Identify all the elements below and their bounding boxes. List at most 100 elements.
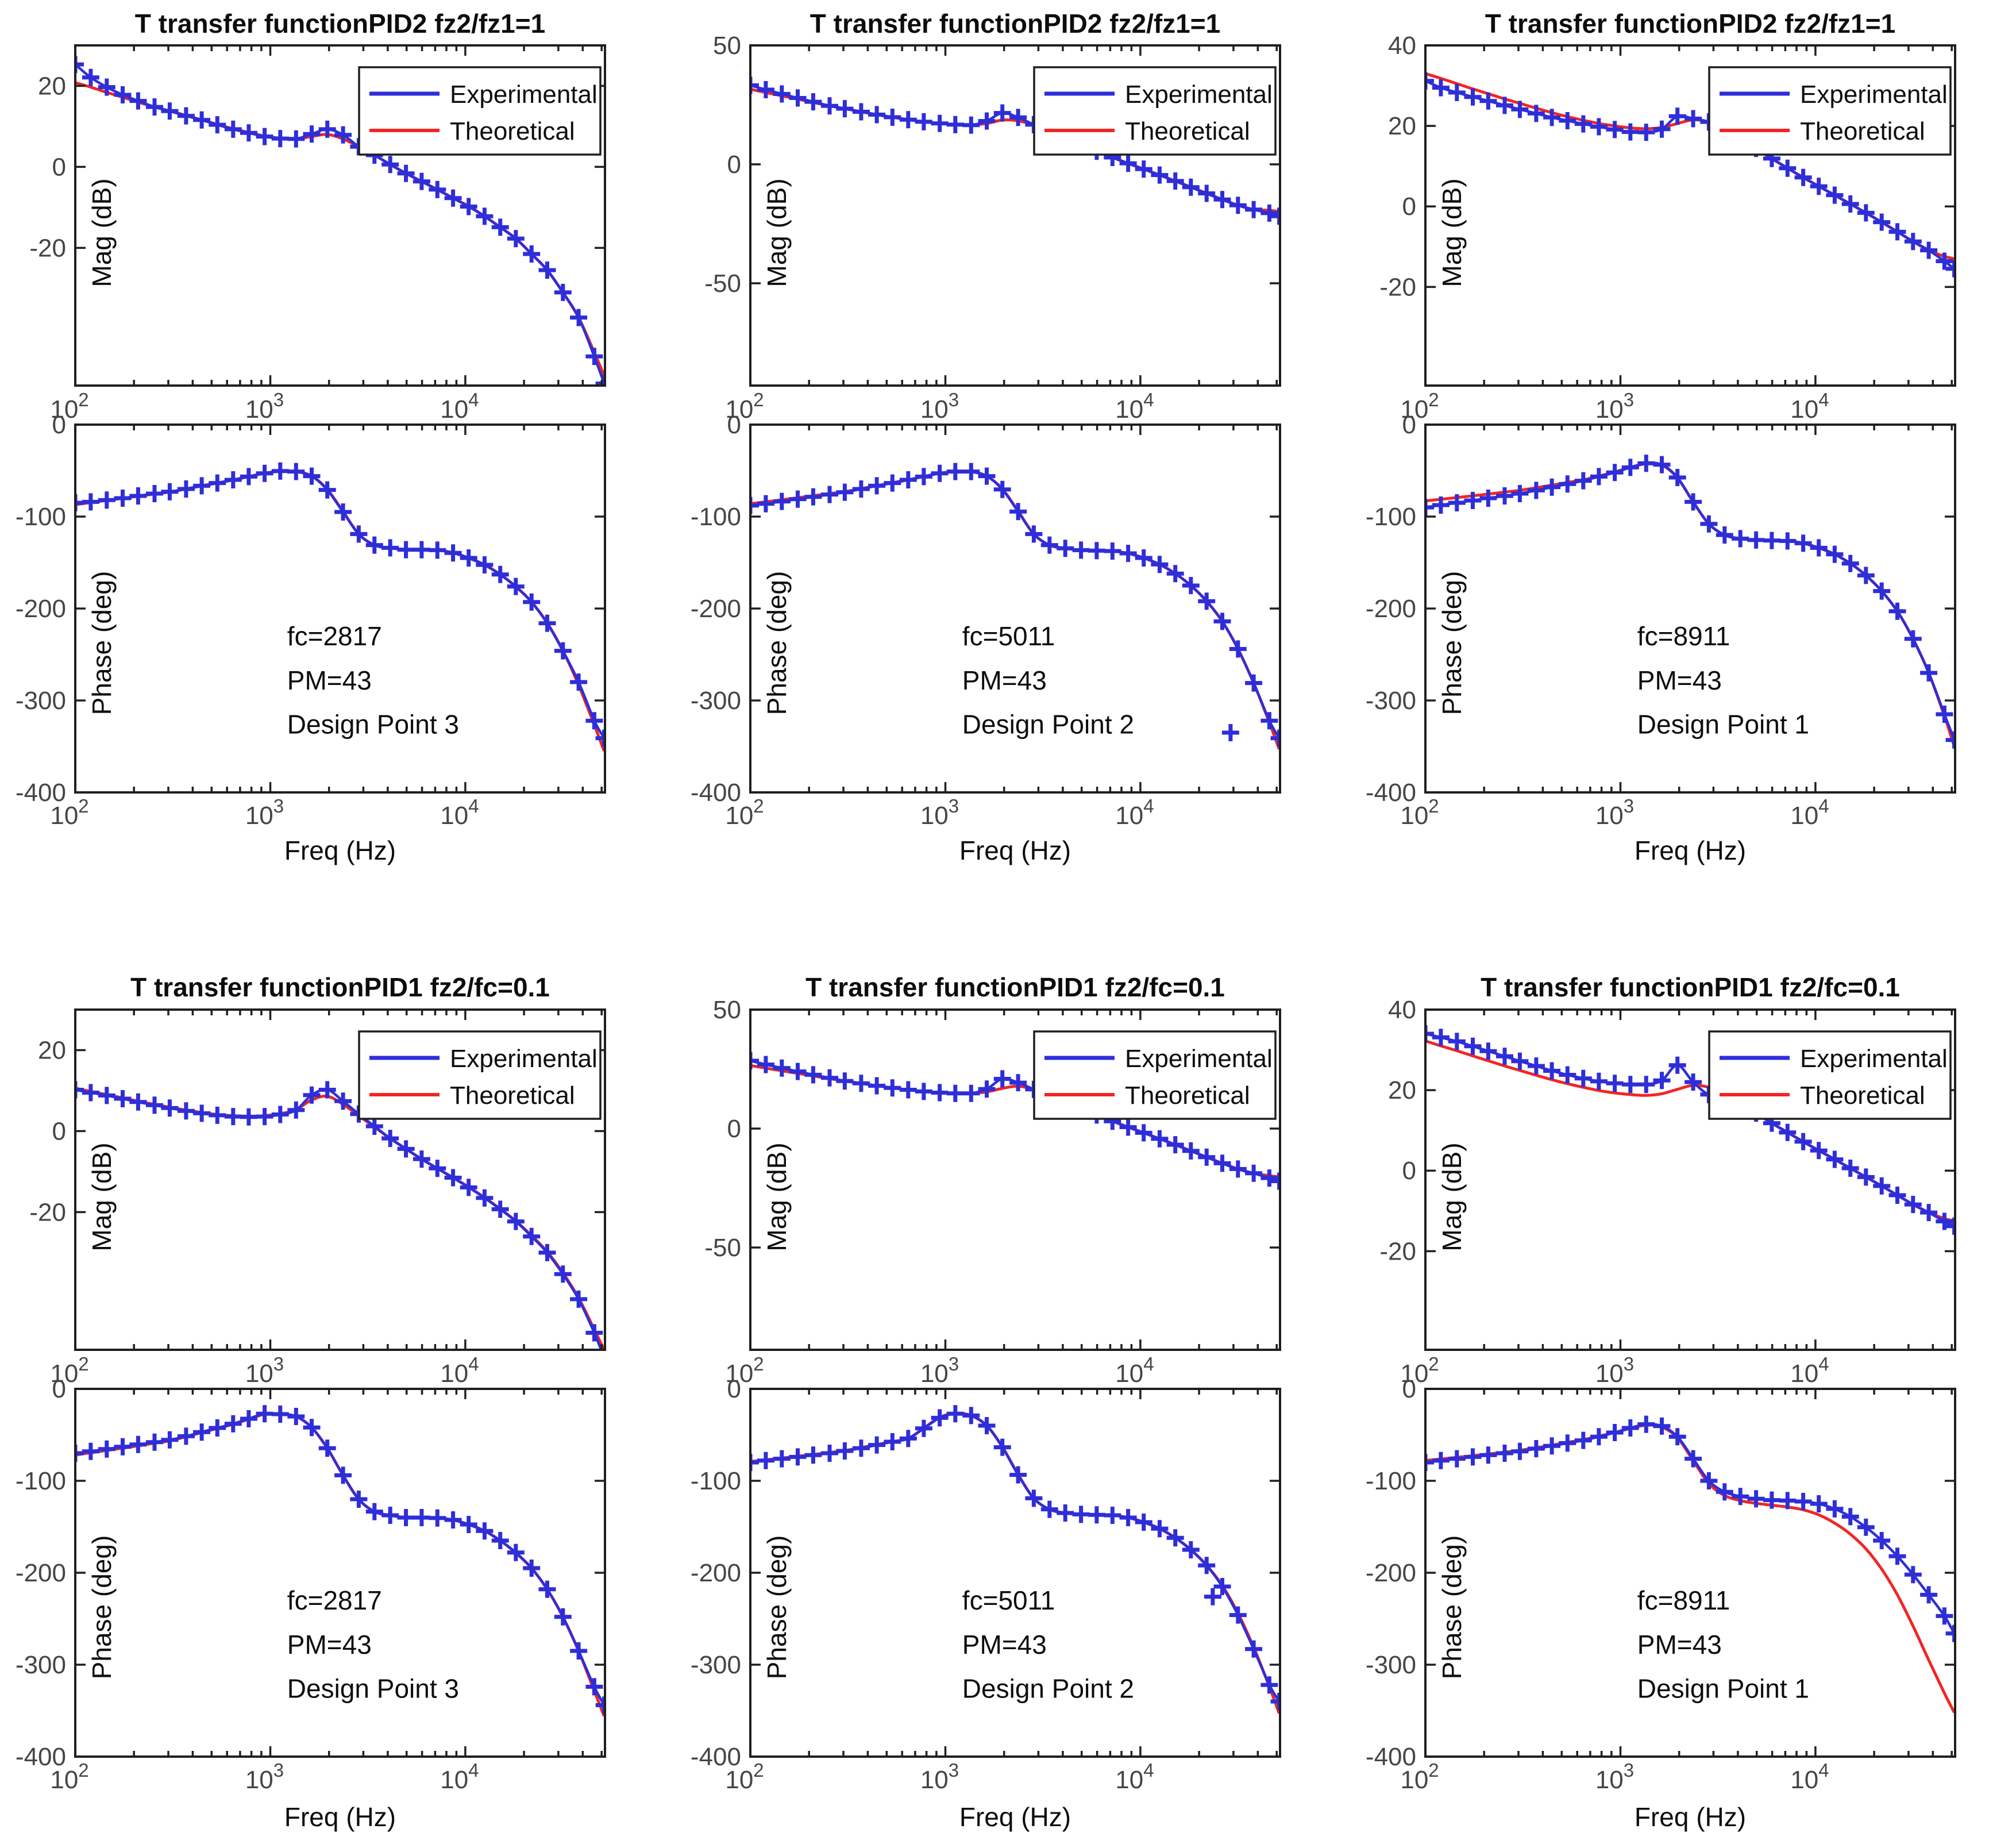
annotation-line-3: Design Point 2 xyxy=(962,1674,1134,1704)
series-layer xyxy=(1425,1415,1955,1714)
phase-ytick-label: -400 xyxy=(16,779,66,807)
mag-ytick-label: 40 xyxy=(1388,996,1416,1024)
series-layer xyxy=(750,1405,1280,1714)
experimental-markers xyxy=(75,462,605,747)
mag-axis-label: Mag (dB) xyxy=(1437,178,1467,287)
freq-axis-label: Freq (Hz) xyxy=(1635,836,1746,865)
x-tick-label: 104 xyxy=(1115,795,1154,830)
x-tick-label: 102 xyxy=(725,1353,764,1388)
annotation-line-3: Design Point 3 xyxy=(287,1674,459,1704)
plot-title: T transfer functionPID2 fz2/fz1=1 xyxy=(135,9,545,38)
x-tick-label: 102 xyxy=(725,389,764,424)
annotation-line-2: PM=43 xyxy=(287,1630,372,1660)
bode-panel-3: T transfer functionPID2 fz2/fz1=1 40 20 0 -2… xyxy=(1366,9,1956,865)
x-tick-label: 102 xyxy=(725,795,764,830)
legend-box xyxy=(1708,66,1952,156)
annotation-line-1: fc=5011 xyxy=(962,621,1055,651)
series-layer xyxy=(75,1405,605,1717)
bode-mag-subplot-1: 20 0 -20 102 103 104 Mag (dB) Experimental Theor… xyxy=(29,44,606,424)
legend: Experimental Theoretical xyxy=(1033,1030,1277,1120)
experimental-markers xyxy=(750,1405,1280,1710)
phase-ytick-label: -400 xyxy=(691,779,741,807)
phase-ytick-label: -200 xyxy=(16,595,66,623)
x-tick-label: 103 xyxy=(920,1353,959,1388)
plot-title: T transfer functionPID1 fz2/fc=0.1 xyxy=(805,972,1225,1002)
phase-ytick-label: -300 xyxy=(691,687,741,715)
phase-ytick-label: -200 xyxy=(16,1559,66,1587)
mag-axis-label: Mag (dB) xyxy=(87,178,117,287)
x-tick-label: 102 xyxy=(1400,1760,1439,1794)
x-tick-label: 102 xyxy=(1400,795,1439,830)
mag-axes-box xyxy=(74,1008,606,1351)
mag-axes-box xyxy=(1424,1008,1956,1351)
experimental-series xyxy=(75,1088,603,1350)
x-tick-label: 104 xyxy=(1790,795,1829,830)
phase-ytick-label: -200 xyxy=(691,1559,741,1587)
phase-ytick-label: -300 xyxy=(16,1651,66,1679)
annotation-line-2: PM=43 xyxy=(962,1630,1047,1660)
phase-ytick-label: 0 xyxy=(727,1375,741,1403)
series-layer xyxy=(750,463,1280,750)
legend-experimental-label: Experimental xyxy=(1800,1045,1948,1073)
phase-axis-label: Phase (deg) xyxy=(1437,1535,1467,1680)
x-tick-label: 104 xyxy=(1115,1353,1154,1388)
mag-ytick-label: 0 xyxy=(1402,1157,1416,1185)
legend: Experimental Theoretical xyxy=(1708,1030,1952,1120)
theoretical-series xyxy=(75,1412,605,1717)
experimental-markers xyxy=(75,1405,605,1714)
experimental-markers xyxy=(1425,1415,1955,1642)
mag-ytick-label: -50 xyxy=(704,270,741,298)
phase-ytick-label: -300 xyxy=(1366,1651,1416,1679)
mag-axes-box xyxy=(74,44,606,387)
mag-axes-box xyxy=(749,1008,1281,1351)
x-tick-label: 102 xyxy=(50,389,88,424)
bode-panel-2: T transfer functionPID2 fz2/fz1=1 50 0 -50 1… xyxy=(691,9,1281,865)
phase-ytick-label: -200 xyxy=(691,595,741,623)
x-tick-label: 104 xyxy=(440,1353,479,1388)
phase-ytick-label: -300 xyxy=(1366,687,1416,715)
x-tick-label: 103 xyxy=(1595,1760,1634,1794)
phase-ytick-label: 0 xyxy=(1402,1375,1416,1403)
mag-ytick-label: -20 xyxy=(29,234,66,262)
annotation-line-2: PM=43 xyxy=(287,665,372,695)
phase-axis-label: Phase (deg) xyxy=(87,1535,117,1680)
phase-ytick-label: -100 xyxy=(16,503,66,531)
mag-ytick-label: 50 xyxy=(713,32,741,60)
phase-axis-label: Phase (deg) xyxy=(1437,571,1467,715)
annotation-line-2: PM=43 xyxy=(962,665,1047,695)
experimental-markers xyxy=(75,1081,605,1350)
bode-panel-4: T transfer functionPID1 fz2/fc=0.1 20 0 -20… xyxy=(16,972,606,1832)
x-tick-label: 102 xyxy=(725,1760,764,1794)
mag-ytick-label: -20 xyxy=(1379,1237,1416,1265)
x-tick-label: 104 xyxy=(1115,389,1154,424)
legend: Experimental Theoretical xyxy=(1033,66,1277,156)
annotation-line-2: PM=43 xyxy=(1637,665,1722,695)
mag-ytick-label: 0 xyxy=(1402,192,1416,221)
mag-ytick-label: 0 xyxy=(727,151,741,179)
annotation-line-1: fc=5011 xyxy=(962,1585,1055,1615)
phase-ytick-label: -400 xyxy=(1366,779,1416,807)
phase-ytick-label: -400 xyxy=(16,1743,66,1771)
phase-ytick-label: -400 xyxy=(1366,1743,1416,1771)
x-tick-label: 103 xyxy=(1595,795,1634,830)
legend-theoretical-label: Theoretical xyxy=(1125,1081,1250,1110)
legend: Experimental Theoretical xyxy=(358,1030,602,1120)
x-tick-label: 103 xyxy=(245,795,284,830)
legend-theoretical-label: Theoretical xyxy=(1125,117,1250,145)
x-tick-label: 103 xyxy=(920,1760,959,1794)
freq-axis-label: Freq (Hz) xyxy=(959,836,1071,865)
bode-mag-subplot-2: 50 0 -50 102 103 104 Mag (dB) Experimental Theor… xyxy=(704,32,1281,424)
mag-ytick-label: 0 xyxy=(52,1117,66,1145)
legend: Experimental Theoretical xyxy=(358,66,602,156)
x-tick-label: 104 xyxy=(440,1760,479,1794)
x-tick-label: 103 xyxy=(245,1353,284,1388)
mag-ytick-label: 0 xyxy=(727,1115,741,1143)
legend-theoretical-label: Theoretical xyxy=(1800,117,1925,145)
x-tick-label: 104 xyxy=(1115,1760,1154,1794)
annotation-line-3: Design Point 2 xyxy=(962,710,1134,740)
legend: Experimental Theoretical xyxy=(1708,66,1952,156)
phase-ytick-label: 0 xyxy=(1402,411,1416,439)
